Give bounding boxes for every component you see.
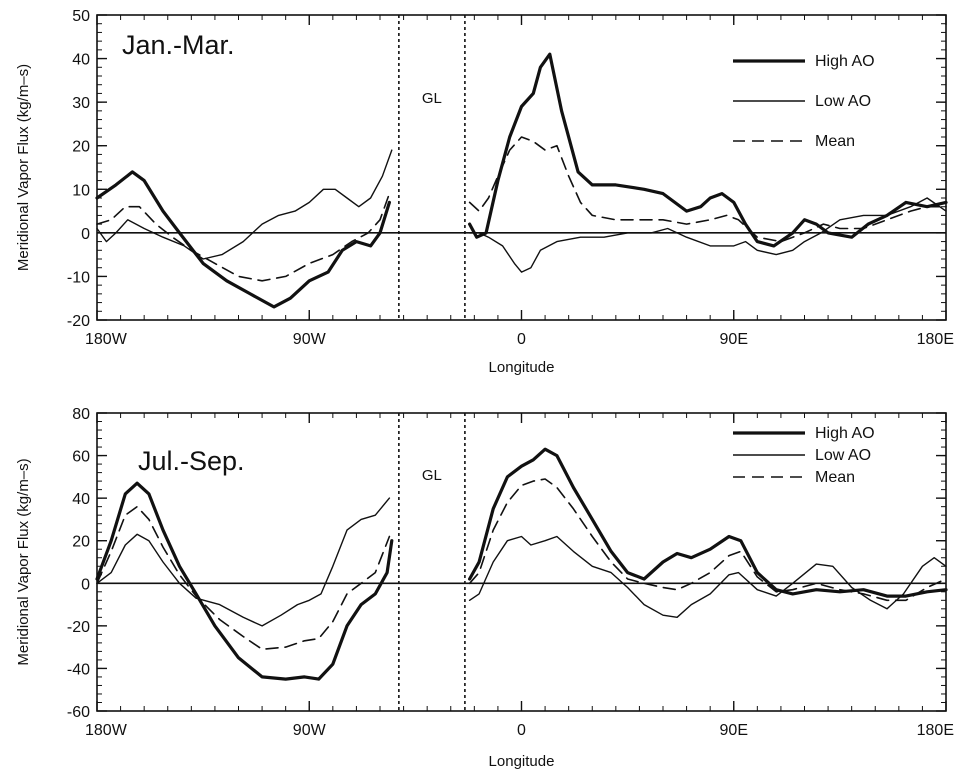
series-line-mean <box>96 505 391 651</box>
y-tick-label: 40 <box>72 491 90 508</box>
region-label: GL <box>422 467 442 484</box>
y-tick-label: 0 <box>81 226 90 243</box>
y-tick-label: 50 <box>72 8 90 25</box>
x-tick-label: 90W <box>293 331 327 348</box>
panel-jan-mar: -20 -10 0 10 20 30 40 50 180W 90W 0 90E 180E GL Jan.-M… <box>15 8 954 376</box>
x-tick-label: 90E <box>720 331 748 348</box>
panel-label: Jan.-Mar. <box>122 30 235 60</box>
y-tick-label: 20 <box>72 534 90 551</box>
y-tick-label: 20 <box>72 139 90 156</box>
legend-label: High AO <box>815 53 875 70</box>
x-tick-label: 180E <box>917 722 954 739</box>
series-line-low-ao <box>468 197 947 273</box>
legend-label: High AO <box>815 425 875 442</box>
y-tick-label: 40 <box>72 52 90 69</box>
series-line-high-ao <box>95 481 394 681</box>
series-line-high-ao <box>468 52 948 248</box>
y-tick-label: -20 <box>67 313 90 330</box>
x-tick-label: 0 <box>517 331 526 348</box>
x-tick-label: 90W <box>293 722 327 739</box>
y-tick-label: 60 <box>72 449 90 466</box>
legend-label: Mean <box>815 469 855 486</box>
y-tick-label: 30 <box>72 95 90 112</box>
x-tick-label: 90E <box>720 722 748 739</box>
legend-label: Low AO <box>815 93 871 110</box>
y-tick-label: -40 <box>67 661 90 678</box>
y-tick-label: 10 <box>72 182 90 199</box>
series-line-low-ao <box>96 497 391 627</box>
x-tick-label: 180W <box>85 331 128 348</box>
x-axis-title: Longitude <box>489 359 555 376</box>
series-line-mean <box>96 192 391 282</box>
series-line-mean <box>468 478 947 602</box>
legend-label: Mean <box>815 133 855 150</box>
x-tick-label: 180E <box>917 331 954 348</box>
region-label: GL <box>422 90 442 107</box>
y-tick-label: -20 <box>67 619 90 636</box>
y-axis-title: Meridional Vapor Flux (kg/m–s) <box>15 458 32 665</box>
x-tick-label: 0 <box>517 722 526 739</box>
series-line-low-ao <box>96 149 393 260</box>
y-tick-label: 80 <box>72 406 90 423</box>
x-tick-label: 180W <box>85 722 128 739</box>
panel-label: Jul.-Sep. <box>138 446 245 476</box>
series-line-high-ao <box>95 170 391 309</box>
x-axis-title: Longitude <box>489 753 555 770</box>
y-tick-label: -10 <box>67 269 90 286</box>
y-tick-label: 0 <box>81 576 90 593</box>
series-line-mean <box>468 136 947 243</box>
series-line-low-ao <box>468 535 947 618</box>
legend-label: Low AO <box>815 447 871 464</box>
y-tick-label: -60 <box>67 704 90 721</box>
y-axis-title: Meridional Vapor Flux (kg/m–s) <box>15 64 32 271</box>
panel-jul-sep: -60 -40 -20 0 20 40 60 80 180W 90W 0 90E 180E GL Jul.-… <box>15 406 954 770</box>
